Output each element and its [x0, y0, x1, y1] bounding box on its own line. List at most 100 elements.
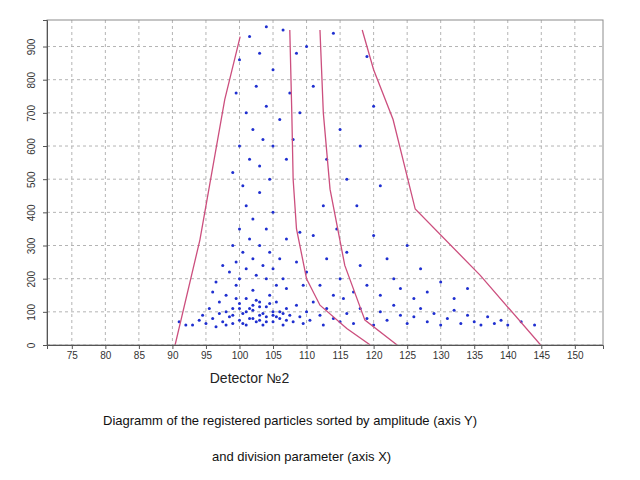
point: [245, 267, 248, 270]
plot-frame: [47, 20, 603, 345]
tick-mark: [407, 345, 408, 349]
tick-mark: [206, 345, 207, 349]
point: [278, 118, 281, 121]
point: [285, 158, 288, 161]
tick-label: 140: [500, 350, 517, 361]
tick-label: 200: [26, 270, 37, 287]
point: [251, 317, 254, 320]
point: [241, 322, 244, 325]
point: [392, 277, 395, 280]
tick-mark: [441, 345, 442, 349]
tick-mark: [541, 345, 542, 349]
point: [215, 325, 218, 328]
point: [432, 312, 435, 315]
grid-line: [71, 20, 72, 345]
point: [486, 315, 489, 318]
point: [272, 310, 275, 313]
plot: 7580859095100105110115120125130135140145…: [26, 20, 604, 361]
point: [392, 304, 395, 307]
point: [265, 305, 268, 308]
point: [268, 251, 271, 254]
division-line: [320, 30, 397, 345]
grid-line: [47, 311, 603, 312]
point: [265, 315, 268, 318]
point: [453, 297, 456, 300]
tick-mark: [172, 345, 173, 349]
point: [275, 284, 278, 287]
point: [231, 322, 234, 325]
tick-label: 85: [134, 350, 146, 361]
tick-mark: [273, 345, 274, 349]
point: [218, 312, 221, 315]
tick: 135: [466, 345, 483, 361]
point: [439, 280, 442, 283]
point: [238, 145, 241, 148]
grid-line: [105, 20, 106, 345]
point: [235, 91, 238, 94]
tick: 115: [333, 345, 349, 361]
tick: 90: [167, 345, 179, 361]
point: [365, 284, 368, 287]
tick: 100: [232, 345, 249, 361]
point: [265, 320, 268, 323]
tick: 145: [533, 345, 550, 361]
point: [419, 307, 422, 310]
tick-mark: [239, 345, 240, 349]
point: [406, 322, 409, 325]
point: [255, 299, 258, 302]
point: [258, 300, 261, 303]
tick: 0: [26, 342, 47, 348]
grid: [47, 20, 603, 345]
point: [275, 315, 278, 318]
point: [295, 52, 298, 55]
point: [251, 128, 254, 131]
point: [245, 204, 248, 207]
tick-label: 90: [167, 350, 179, 361]
point: [372, 234, 375, 237]
point: [265, 25, 268, 28]
point: [228, 315, 231, 318]
tick: 500: [26, 171, 47, 188]
point: [238, 227, 241, 230]
point: [258, 305, 261, 308]
point: [386, 319, 389, 322]
tick-mark: [43, 179, 47, 180]
point: [282, 312, 285, 315]
tick: 105: [265, 345, 282, 361]
tick-mark: [43, 246, 47, 247]
point: [245, 324, 248, 327]
point: [466, 287, 469, 290]
point: [258, 52, 261, 55]
point: [265, 105, 268, 108]
grid-line: [47, 146, 603, 147]
point: [268, 178, 271, 181]
tick-mark: [307, 345, 308, 349]
tick: 100: [26, 304, 47, 321]
tick-mark: [508, 345, 509, 349]
point: [318, 284, 321, 287]
point: [251, 289, 254, 292]
grid-line: [273, 20, 274, 345]
point: [406, 244, 409, 247]
point: [379, 310, 382, 313]
point: [493, 322, 496, 325]
point: [248, 317, 251, 320]
point: [466, 314, 469, 317]
point: [426, 290, 429, 293]
point: [285, 319, 288, 322]
grid-line: [138, 20, 139, 345]
point: [412, 315, 415, 318]
grid-line: [47, 79, 603, 80]
tick-mark: [340, 345, 341, 349]
point: [201, 314, 204, 317]
division-line: [362, 30, 540, 345]
point: [238, 302, 241, 305]
point: [308, 319, 311, 322]
tick-mark: [43, 47, 47, 48]
tick: 150: [567, 345, 584, 361]
tick-mark: [43, 212, 47, 213]
point: [258, 314, 261, 317]
tick-label: 0: [26, 342, 37, 348]
tick-label: 100: [26, 304, 37, 321]
point: [312, 85, 315, 88]
